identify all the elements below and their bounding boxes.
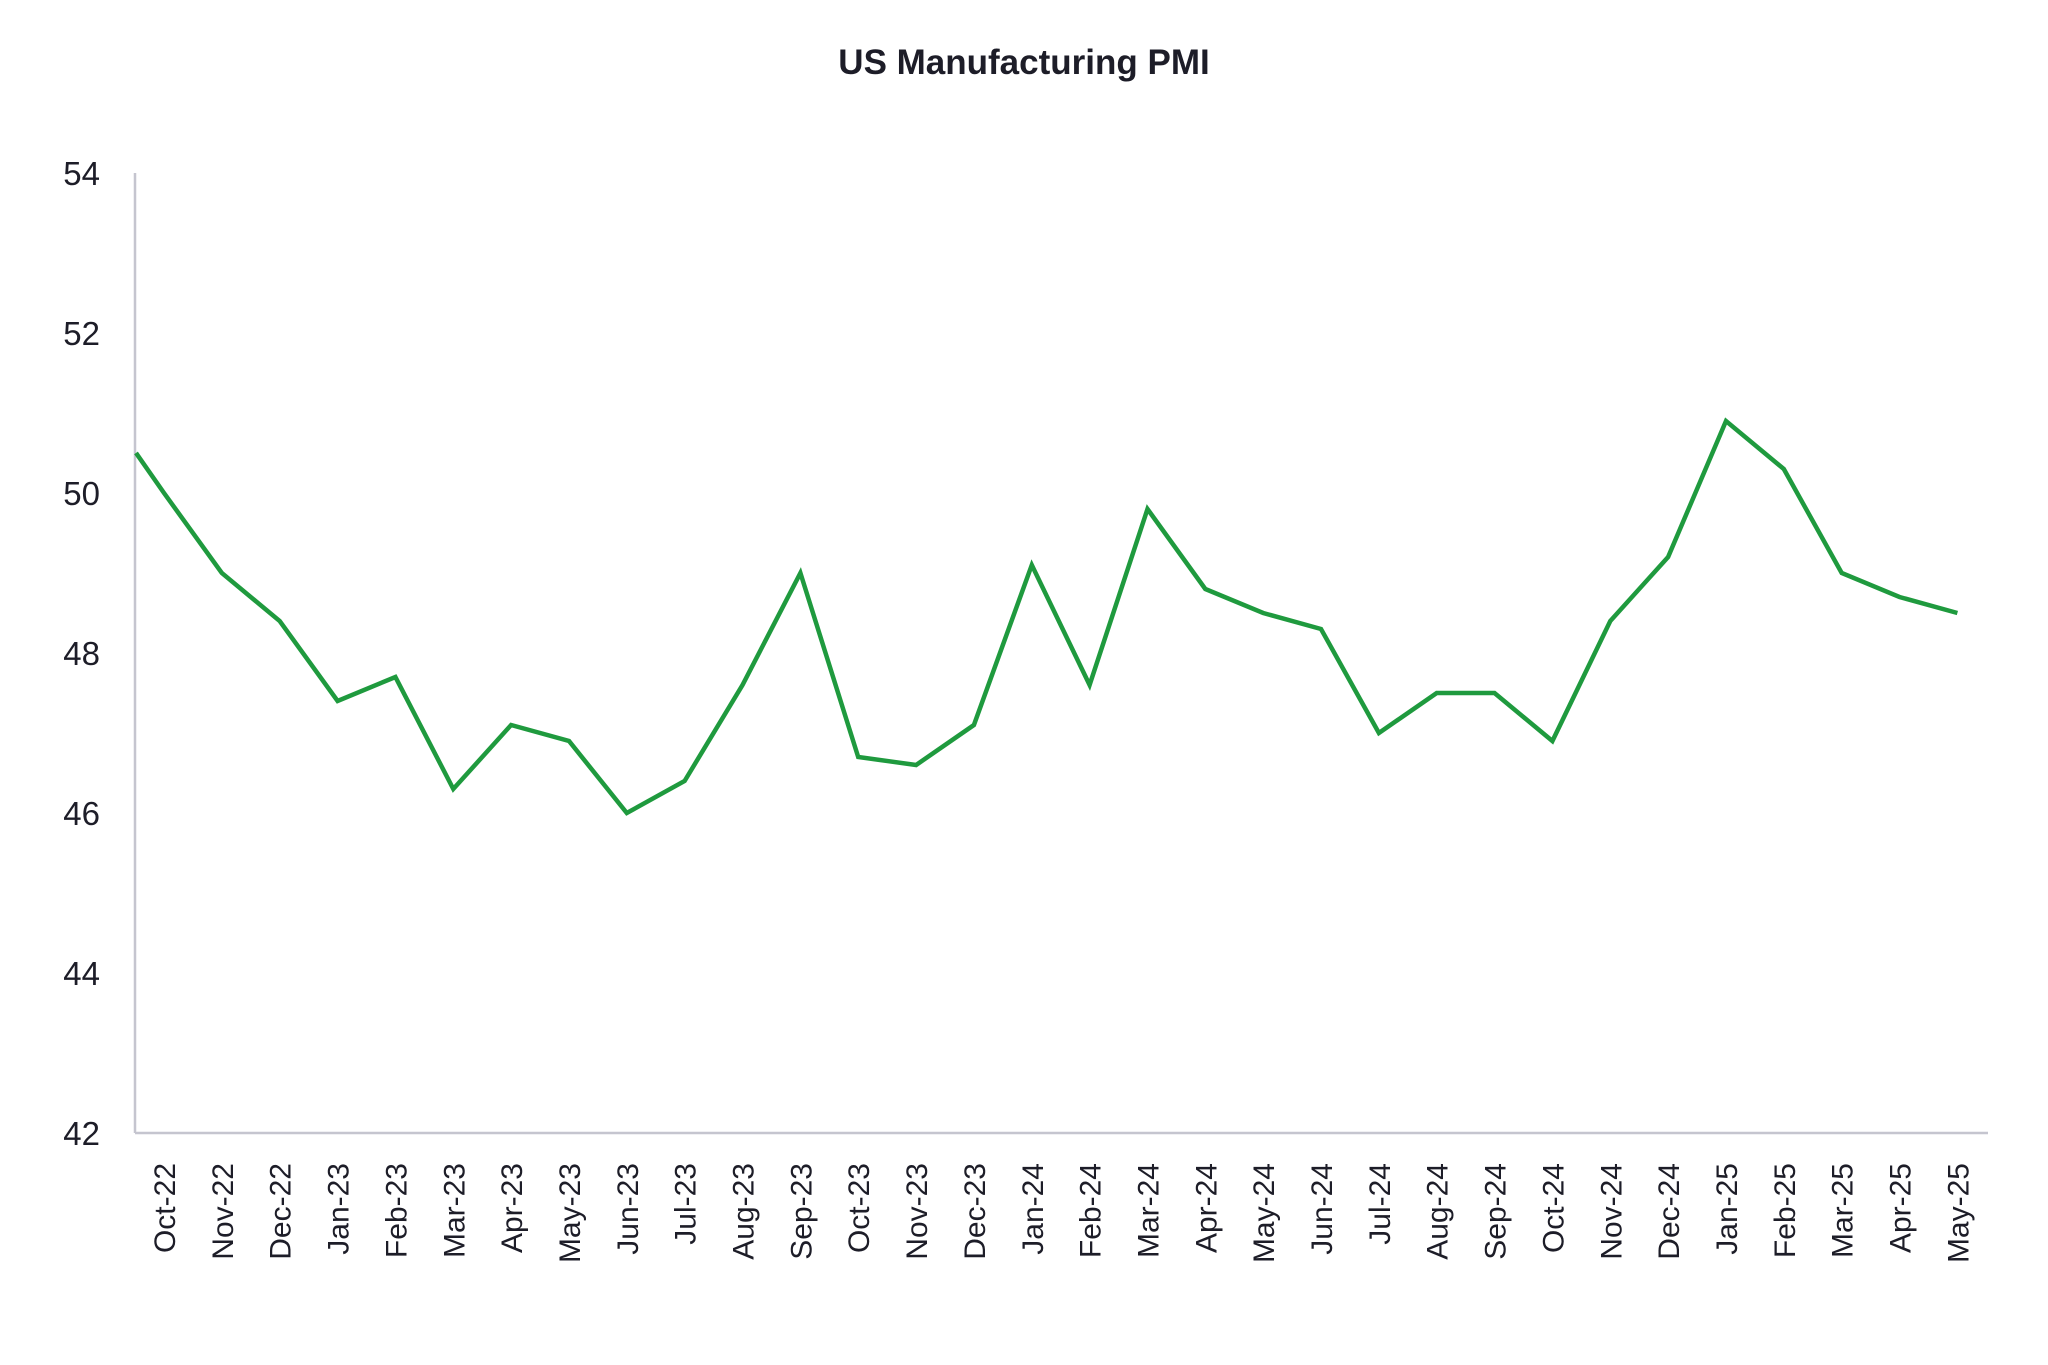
x-tick-label: Mar-24 <box>1132 1163 1165 1258</box>
x-tick-label: May-24 <box>1248 1163 1281 1263</box>
x-tick-label: Jun-24 <box>1306 1163 1339 1255</box>
x-tick-label: Nov-22 <box>207 1163 240 1260</box>
y-tick-label: 44 <box>63 955 100 992</box>
x-tick-label: Jul-24 <box>1364 1163 1397 1245</box>
x-tick-label: Jul-23 <box>670 1163 703 1245</box>
y-tick-label: 42 <box>63 1115 100 1152</box>
x-tick-label: Mar-23 <box>438 1163 471 1258</box>
x-axis-ticks: Oct-22 Nov-22 Dec-22 Jan-23 Feb-23 Mar-23 Apr-… <box>149 1163 1975 1263</box>
x-tick-label: May-23 <box>554 1163 587 1263</box>
x-tick-label: Apr-25 <box>1885 1163 1918 1253</box>
y-tick-label: 50 <box>63 475 100 512</box>
y-tick-label: 52 <box>63 315 100 352</box>
x-tick-label: Nov-24 <box>1595 1163 1628 1260</box>
x-tick-label: Dec-22 <box>265 1163 298 1260</box>
x-tick-label: Oct-23 <box>843 1163 876 1253</box>
y-tick-label: 46 <box>63 795 100 832</box>
x-tick-label: Nov-23 <box>901 1163 934 1260</box>
x-tick-label: Feb-23 <box>380 1163 413 1258</box>
series-layer <box>134 417 1958 816</box>
x-tick-label: Sep-23 <box>785 1163 818 1260</box>
x-tick-label: Dec-23 <box>959 1163 992 1260</box>
y-tick-label: 48 <box>63 635 100 672</box>
y-tick-label: 54 <box>63 155 100 192</box>
x-tick-label: Sep-24 <box>1480 1163 1513 1260</box>
x-tick-label: Feb-24 <box>1075 1163 1108 1258</box>
x-tick-label: Apr-23 <box>496 1163 529 1253</box>
x-tick-label: Jan-23 <box>323 1163 356 1255</box>
x-tick-label: May-25 <box>1942 1163 1975 1263</box>
x-tick-label: Jun-23 <box>612 1163 645 1255</box>
x-tick-label: Mar-25 <box>1827 1163 1860 1258</box>
x-tick-label: Feb-25 <box>1769 1163 1802 1258</box>
x-tick-label: Jan-24 <box>1017 1163 1050 1255</box>
x-tick-label: Aug-24 <box>1422 1163 1455 1260</box>
y-axis-ticks: 42 44 46 48 50 52 54 <box>63 155 100 1152</box>
x-tick-label: Jan-25 <box>1711 1163 1744 1255</box>
chart-title: US Manufacturing PMI <box>838 43 1209 82</box>
x-tick-label: Oct-24 <box>1537 1163 1570 1253</box>
series-line <box>134 417 1958 816</box>
x-tick-label: Apr-24 <box>1190 1163 1223 1253</box>
x-tick-label: Aug-23 <box>728 1163 761 1260</box>
x-tick-label: Oct-22 <box>149 1163 182 1253</box>
x-tick-label: Dec-24 <box>1653 1163 1686 1260</box>
